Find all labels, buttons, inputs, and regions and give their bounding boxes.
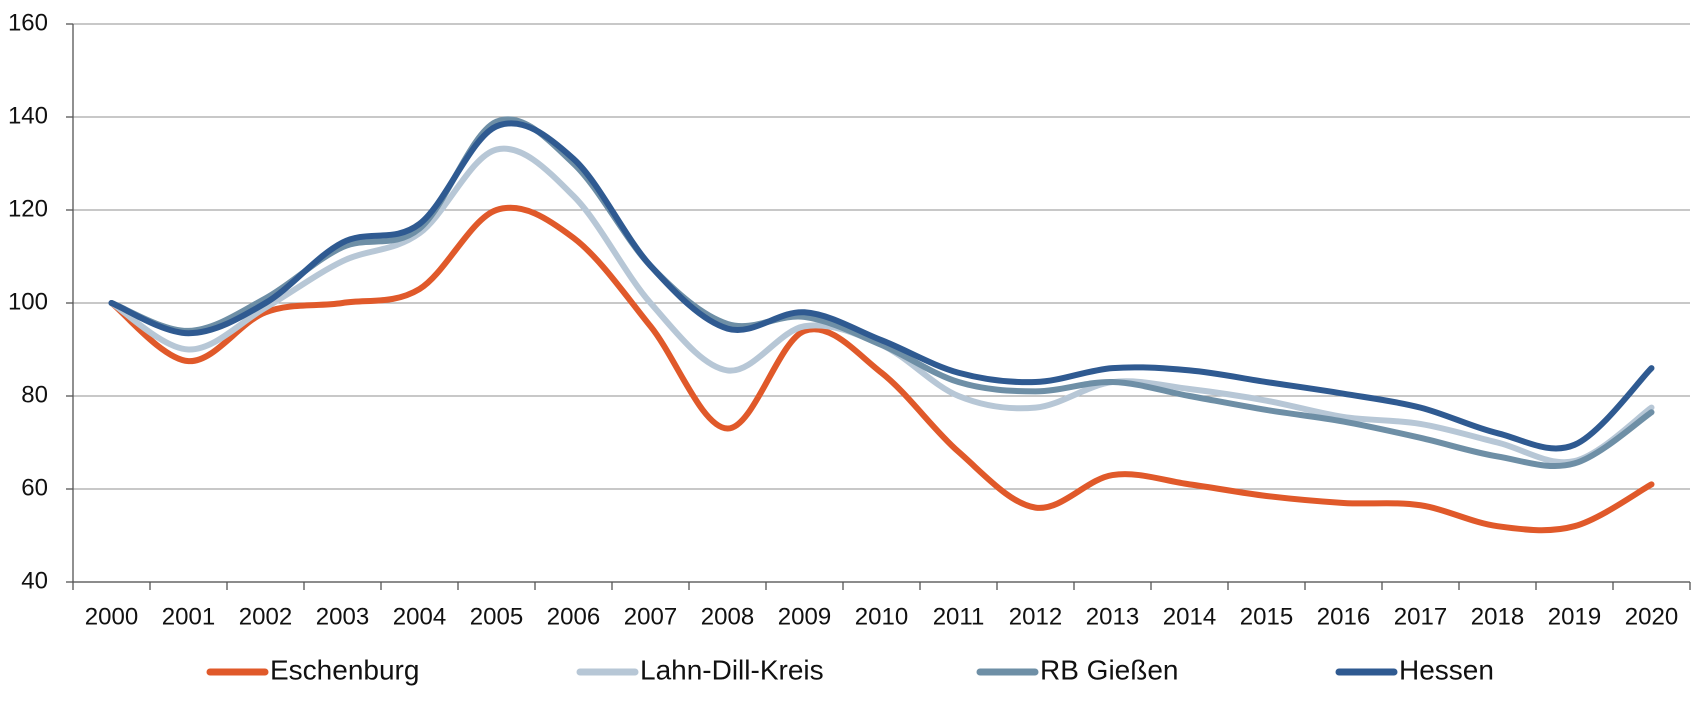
legend-label: Eschenburg [270, 654, 419, 685]
y-tick-label: 80 [21, 381, 48, 408]
x-tick-label: 2002 [239, 603, 292, 630]
x-tick-label: 2013 [1086, 603, 1139, 630]
legend-label: Hessen [1399, 654, 1494, 685]
x-tick-label: 2009 [778, 603, 831, 630]
y-tick-label: 40 [21, 567, 48, 594]
x-tick-label: 2016 [1317, 603, 1370, 630]
x-tick-label: 2003 [316, 603, 369, 630]
legend-label: Lahn-Dill-Kreis [640, 654, 824, 685]
x-tick-label: 2017 [1394, 603, 1447, 630]
y-tick-label: 100 [8, 288, 48, 315]
series-line [108, 116, 1655, 470]
x-tick-label: 2004 [393, 603, 446, 630]
x-tick-label: 2008 [701, 603, 754, 630]
x-tick-label: 2007 [624, 603, 677, 630]
x-tick-label: 2019 [1548, 603, 1601, 630]
y-tick-label: 160 [8, 9, 48, 36]
x-tick-label: 2014 [1163, 603, 1216, 630]
legend-label: RB Gießen [1040, 654, 1179, 685]
x-tick-label: 2018 [1471, 603, 1524, 630]
x-tick-label: 2005 [470, 603, 523, 630]
x-tick-label: 2000 [85, 603, 138, 630]
series-line [108, 204, 1655, 534]
series-line [108, 120, 1655, 452]
y-tick-label: 120 [8, 195, 48, 222]
x-tick-label: 2020 [1625, 603, 1678, 630]
y-tick-label: 140 [8, 102, 48, 129]
x-tick-label: 2015 [1240, 603, 1293, 630]
y-tick-label: 60 [21, 474, 48, 501]
x-tick-label: 2012 [1009, 603, 1062, 630]
x-tick-label: 2006 [547, 603, 600, 630]
x-tick-label: 2011 [933, 603, 985, 630]
x-tick-label: 2010 [855, 603, 908, 630]
x-tick-label: 2001 [162, 603, 215, 630]
